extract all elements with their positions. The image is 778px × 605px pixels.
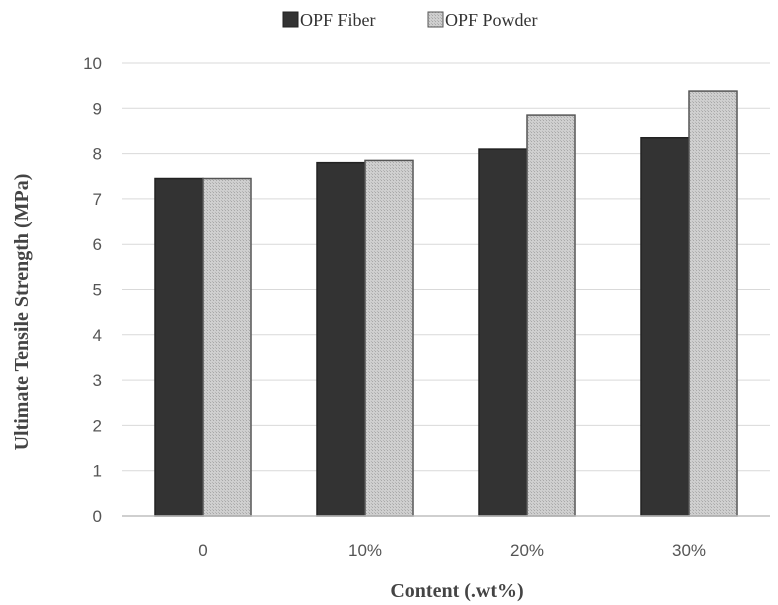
legend-label-opf-powder: OPF Powder [445, 10, 538, 30]
legend: OPF Fiber OPF Powder [282, 10, 538, 30]
bar-opf-fiber-0 [154, 177, 204, 517]
y-axis-title: Ultimate Tensile Strength (MPa) [11, 174, 33, 451]
legend-label-opf-fiber: OPF Fiber [300, 10, 376, 30]
y-tick-label: 1 [93, 462, 102, 481]
x-tick-label: 20% [510, 541, 544, 560]
legend-swatch-opf-fiber [282, 11, 299, 28]
x-tick-label: 10% [348, 541, 382, 560]
y-tick-label: 4 [93, 326, 102, 345]
bar-opf-powder-2 [526, 114, 576, 517]
x-tick-label: 0 [198, 541, 207, 560]
y-tick-label: 0 [93, 507, 102, 526]
x-axis-ticks: 0 10% 20% 30% [198, 541, 706, 560]
bar-opf-powder-3 [688, 90, 738, 517]
legend-swatch-opf-powder [427, 11, 444, 28]
bar-opf-powder-1 [364, 159, 414, 517]
y-tick-label: 10 [83, 54, 102, 73]
y-axis-ticks: 0 1 2 3 4 5 6 7 8 9 10 [83, 54, 102, 526]
x-tick-label: 30% [672, 541, 706, 560]
y-tick-label: 2 [93, 416, 102, 435]
y-tick-label: 6 [93, 235, 102, 254]
y-tick-label: 3 [93, 371, 102, 390]
y-tick-label: 9 [93, 99, 102, 118]
bar-opf-fiber-1 [316, 161, 366, 517]
bar-opf-fiber-3 [640, 136, 690, 517]
bar-opf-fiber-2 [478, 148, 528, 517]
y-tick-label: 7 [93, 190, 102, 209]
bars [154, 90, 738, 517]
x-axis-title: Content (.wt%) [390, 580, 523, 602]
y-tick-label: 5 [93, 281, 102, 300]
y-tick-label: 8 [93, 145, 102, 164]
bar-opf-powder-0 [202, 177, 252, 517]
